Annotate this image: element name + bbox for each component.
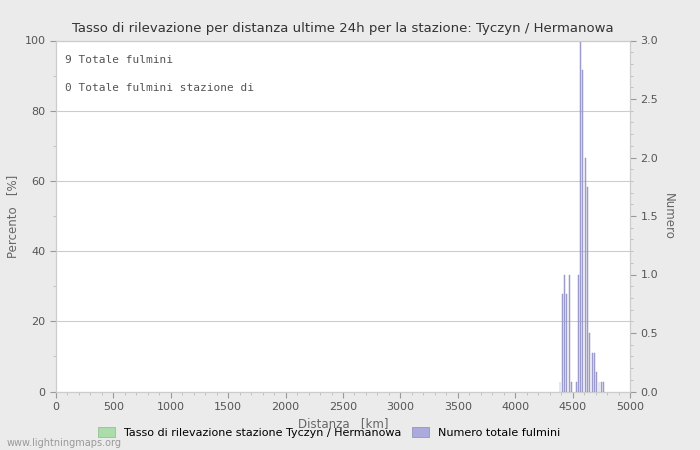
Bar (571, 382, 572, 392)
Bar (562, 294, 563, 392)
Y-axis label: Numero: Numero (662, 193, 675, 239)
Bar (580, 40, 581, 392)
Bar (594, 353, 595, 392)
Y-axis label: Percento   [%]: Percento [%] (6, 174, 19, 257)
Bar (601, 382, 602, 392)
Text: 0 Totale fulmini stazione di: 0 Totale fulmini stazione di (64, 83, 253, 93)
Bar (596, 372, 597, 392)
Bar (564, 274, 565, 392)
Bar (603, 382, 604, 392)
Bar (587, 187, 588, 392)
Title: Tasso di rilevazione per distanza ultime 24h per la stazione: Tyczyn / Hermanowa: Tasso di rilevazione per distanza ultime… (72, 22, 614, 35)
Bar (559, 382, 561, 392)
Bar (575, 382, 577, 392)
Text: 9 Totale fulmini: 9 Totale fulmini (64, 54, 173, 64)
Bar (589, 333, 590, 392)
Bar (592, 353, 593, 392)
Bar (598, 382, 599, 392)
Bar (568, 274, 570, 392)
Text: www.lightningmaps.org: www.lightningmaps.org (7, 438, 122, 448)
Bar (566, 294, 567, 392)
Bar (584, 158, 586, 392)
Bar (582, 70, 583, 392)
X-axis label: Distanza   [km]: Distanza [km] (298, 418, 389, 431)
Legend: Tasso di rilevazione stazione Tyczyn / Hermanowa, Numero totale fulmini: Tasso di rilevazione stazione Tyczyn / H… (94, 423, 564, 442)
Bar (578, 274, 579, 392)
